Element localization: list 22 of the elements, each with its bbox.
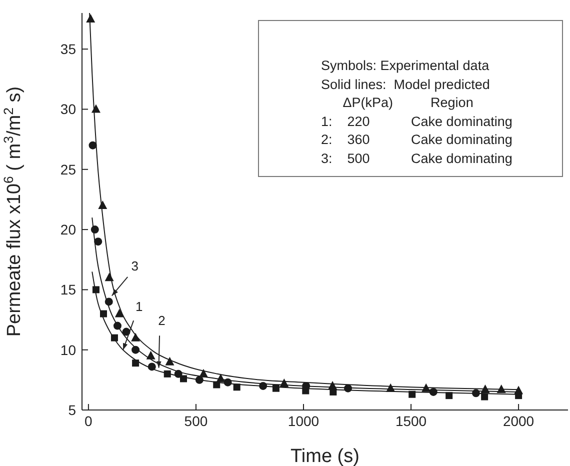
x-axis-title: Time (s) <box>290 446 360 466</box>
y-tick-label: 30 <box>60 101 76 118</box>
annotation: Symbols: Experimental data <box>321 57 490 75</box>
x-tick-label: 500 <box>184 412 208 429</box>
y-tick-label: 5 <box>68 402 76 418</box>
y-tick-label: 20 <box>60 222 76 238</box>
annotation: 2: 360 Cake dominating <box>321 131 514 149</box>
annotation: 1 <box>135 298 143 314</box>
annotation: Solid lines: Model predicted <box>321 76 491 94</box>
annotation: 3: 500 Cake dominating <box>321 150 514 168</box>
y-tick-label: 35 <box>60 41 76 58</box>
annotation: 1: 220 Cake dominating <box>321 112 514 131</box>
annotation: 3 <box>131 258 139 274</box>
x-tick-label: 1500 <box>395 412 427 429</box>
annotation: ΔP(kPa) Region <box>342 94 474 112</box>
y-tick-label: 15 <box>60 282 76 298</box>
y-tick-label: 25 <box>60 161 76 178</box>
x-tick-label: 2000 <box>502 412 534 429</box>
x-tick-label: 1000 <box>288 412 320 429</box>
x-tick-label: 0 <box>84 412 93 429</box>
y-tick-label: 10 <box>60 342 76 358</box>
annotation: 2 <box>158 312 166 328</box>
